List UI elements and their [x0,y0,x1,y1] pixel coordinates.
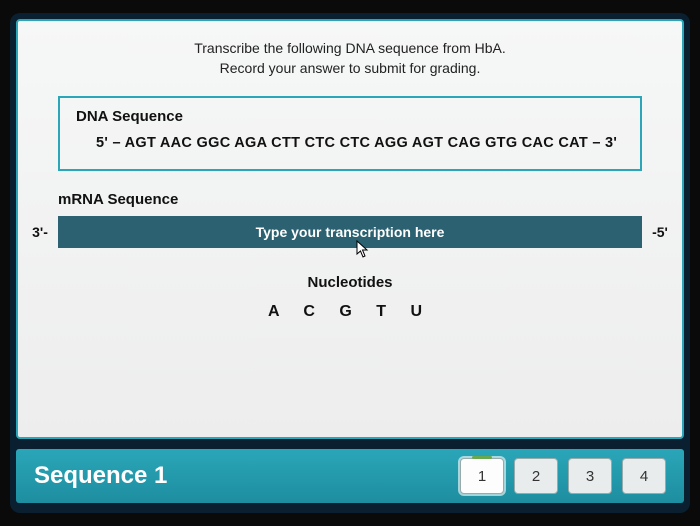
instructions-line-1: Transcribe the following DNA sequence fr… [58,39,642,59]
page-button-label: 3 [586,468,594,485]
page-button-label: 2 [532,468,540,485]
page-button-3[interactable]: 3 [568,458,612,494]
mrna-section-title: mRNA Sequence [58,191,642,208]
slide-card: Transcribe the following DNA sequence fr… [16,19,684,439]
nucleotides-letters[interactable]: A C G T U [58,303,642,321]
instructions-block: Transcribe the following DNA sequence fr… [58,39,642,78]
page-button-label: 4 [640,468,648,485]
page-button-label: 1 [478,468,486,485]
mouse-cursor-icon [356,240,370,262]
instructions-line-2: Record your answer to submit for grading… [58,59,642,79]
dna-sequence-box: DNA Sequence 5' – AGT AAC GGC AGA CTT CT… [58,96,642,171]
page-button-4[interactable]: 4 [622,458,666,494]
app-screen: Transcribe the following DNA sequence fr… [10,13,690,513]
nucleotides-block: Nucleotides A C G T U [58,274,642,321]
mrna-right-end-label: -5' [642,224,678,240]
mrna-left-end-label: 3'- [22,224,58,240]
footer-bar: Sequence 1 1 2 3 4 [16,449,684,503]
nucleotides-title: Nucleotides [58,274,642,291]
footer-title: Sequence 1 [34,462,450,490]
mrna-input-row: 3'- Type your transcription here -5' [22,216,678,248]
transcription-placeholder: Type your transcription here [256,224,445,240]
dna-box-title: DNA Sequence [76,108,624,125]
dna-sequence-text: 5' – AGT AAC GGC AGA CTT CTC CTC AGG AGT… [76,135,624,151]
page-button-1[interactable]: 1 [460,458,504,494]
page-button-2[interactable]: 2 [514,458,558,494]
transcription-input[interactable]: Type your transcription here [58,216,642,248]
